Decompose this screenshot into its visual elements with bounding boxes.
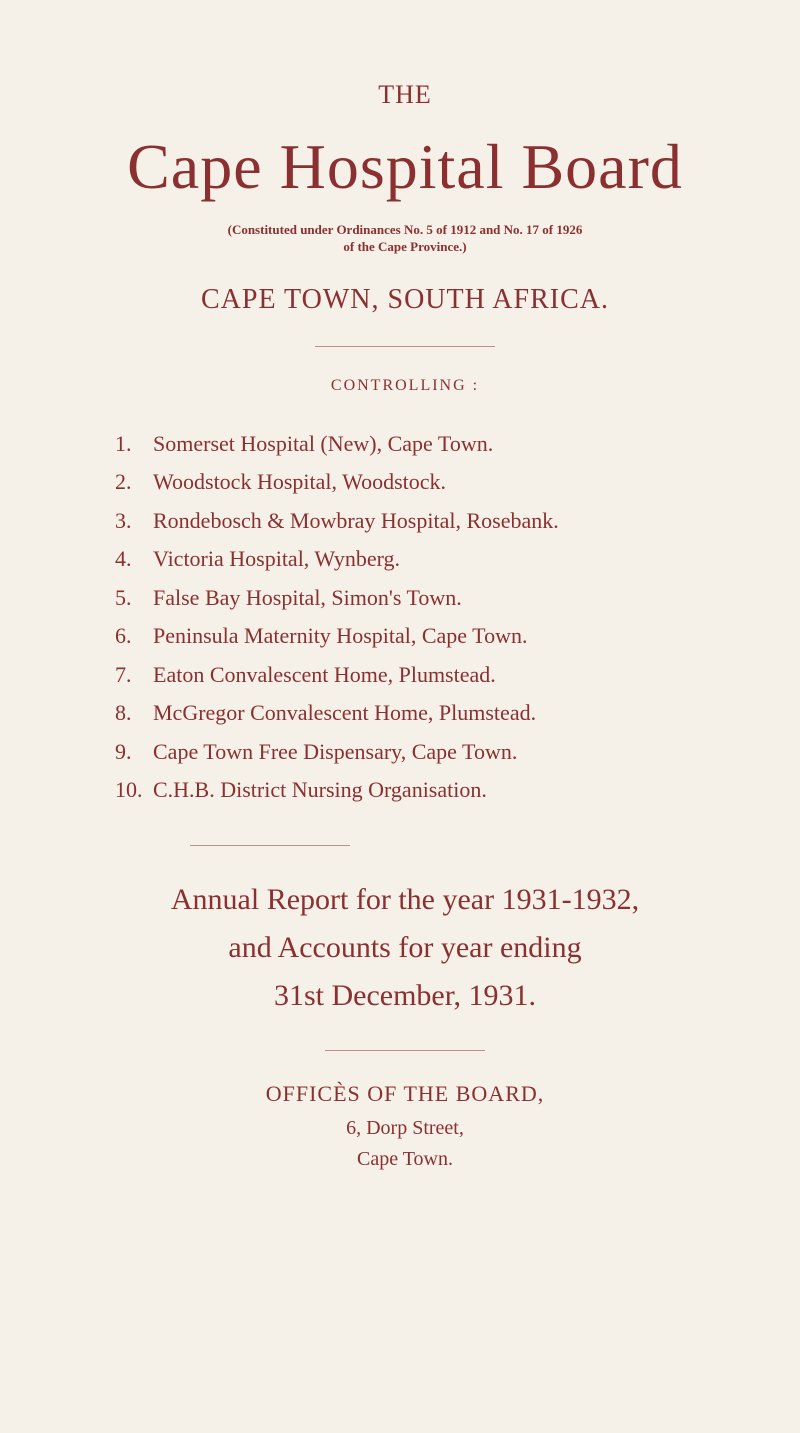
divider-1 (315, 346, 495, 347)
item-number: 10. (115, 771, 153, 810)
report-title: Annual Report for the year 1931-1932, an… (70, 876, 740, 1020)
list-item: 7. Eaton Convalescent Home, Plumstead. (115, 656, 740, 695)
item-number: 8. (115, 694, 153, 733)
list-item: 5. False Bay Hospital, Simon's Town. (115, 579, 740, 618)
divider-2 (190, 845, 350, 846)
item-text: Somerset Hospital (New), Cape Town. (153, 425, 493, 464)
location-line: CAPE TOWN, SOUTH AFRICA. (70, 284, 740, 316)
item-text: McGregor Convalescent Home, Plumstead. (153, 694, 536, 733)
item-text: Victoria Hospital, Wynberg. (153, 540, 400, 579)
main-title: Cape Hospital Board (70, 130, 740, 204)
list-item: 9. Cape Town Free Dispensary, Cape Town. (115, 733, 740, 772)
item-number: 3. (115, 502, 153, 541)
list-item: 8. McGregor Convalescent Home, Plumstead… (115, 694, 740, 733)
ordinance-line-2: of the Cape Province.) (343, 239, 466, 254)
offices-section: OFFICÈS OF THE BOARD, 6, Dorp Street, Ca… (70, 1081, 740, 1171)
offices-city: Cape Town. (70, 1148, 740, 1171)
the-header: THE (70, 80, 740, 110)
list-item: 10. C.H.B. District Nursing Organisation… (115, 771, 740, 810)
list-item: 6. Peninsula Maternity Hospital, Cape To… (115, 617, 740, 656)
item-text: Cape Town Free Dispensary, Cape Town. (153, 733, 517, 772)
item-number: 6. (115, 617, 153, 656)
item-text: C.H.B. District Nursing Organisation. (153, 771, 487, 810)
list-item: 4. Victoria Hospital, Wynberg. (115, 540, 740, 579)
report-line-2: and Accounts for year ending (228, 931, 581, 964)
divider-3 (325, 1050, 485, 1051)
item-text: Rondebosch & Mowbray Hospital, Rosebank. (153, 502, 559, 541)
offices-title: OFFICÈS OF THE BOARD, (70, 1081, 740, 1107)
report-line-1: Annual Report for the year 1931-1932, (171, 883, 639, 916)
item-number: 7. (115, 656, 153, 695)
item-text: Woodstock Hospital, Woodstock. (153, 463, 446, 502)
hospital-list: 1. Somerset Hospital (New), Cape Town. 2… (115, 425, 740, 810)
report-line-3: 31st December, 1931. (274, 979, 536, 1012)
offices-address: 6, Dorp Street, (70, 1117, 740, 1140)
list-item: 3. Rondebosch & Mowbray Hospital, Roseba… (115, 502, 740, 541)
item-number: 4. (115, 540, 153, 579)
item-number: 5. (115, 579, 153, 618)
item-text: False Bay Hospital, Simon's Town. (153, 579, 462, 618)
list-item: 2. Woodstock Hospital, Woodstock. (115, 463, 740, 502)
ordinance-line-1: (Constituted under Ordinances No. 5 of 1… (228, 222, 583, 237)
list-item: 1. Somerset Hospital (New), Cape Town. (115, 425, 740, 464)
item-number: 1. (115, 425, 153, 464)
item-number: 9. (115, 733, 153, 772)
controlling-label: CONTROLLING : (70, 377, 740, 395)
ordinance-text: (Constituted under Ordinances No. 5 of 1… (70, 222, 740, 256)
item-text: Eaton Convalescent Home, Plumstead. (153, 656, 496, 695)
item-number: 2. (115, 463, 153, 502)
item-text: Peninsula Maternity Hospital, Cape Town. (153, 617, 527, 656)
